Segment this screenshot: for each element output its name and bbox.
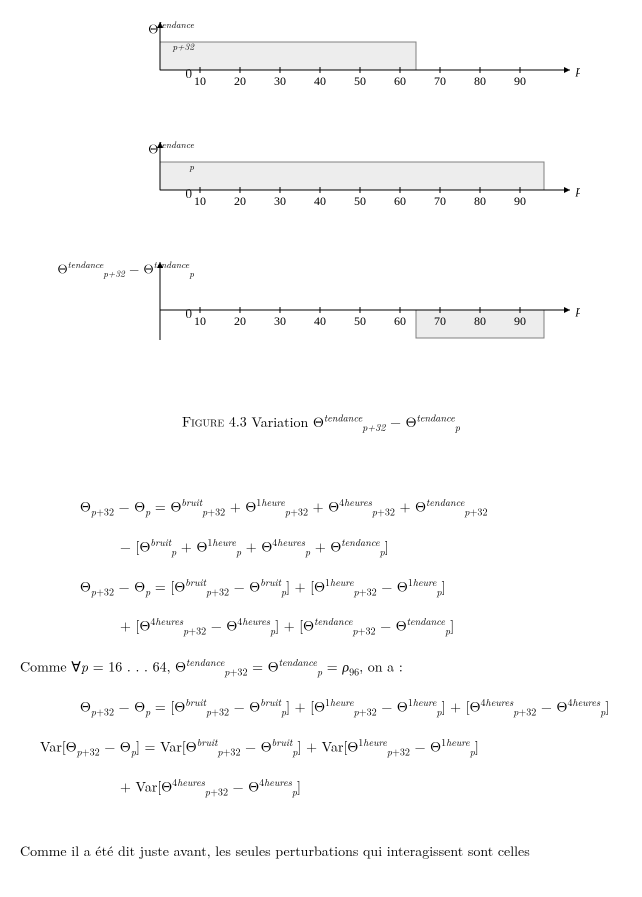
equation-block-2: Θp+32 − Θp = [Θbruitp+32 − Θbruitp] + [Θ…	[20, 693, 622, 800]
x-axis-label: p	[575, 182, 580, 197]
bottom-text: Comme il a été dit juste avant, les seul…	[20, 840, 622, 862]
x-tick-label: 60	[394, 314, 406, 328]
chart-svg: 10 20 30 40 50 60 70 80 90 p	[20, 20, 580, 110]
bar	[160, 162, 544, 190]
equation-line: + [Θ4heuresp+32 − Θ4heuresp] + [Θtendanc…	[20, 612, 622, 640]
chart-svg: 10 20 30 40 50 60 70 80 90 p	[20, 140, 580, 230]
x-tick-label: 80	[474, 74, 486, 88]
equation-line: − [Θbruitp + Θ1heurep + Θ4heuresp + Θten…	[20, 533, 622, 561]
x-tick-label: 30	[274, 194, 286, 208]
x-tick-label: 50	[354, 74, 366, 88]
x-tick-label: 30	[274, 74, 286, 88]
x-axis-label: p	[575, 62, 580, 77]
x-tick-label: 20	[234, 74, 246, 88]
x-tick-label: 20	[234, 194, 246, 208]
caption-text: Variation Θtendancep+32 − Θtendancep	[251, 412, 460, 432]
chart-panel: Θtendancep 010 20 30 40 50 60 70 80 90 p	[20, 140, 622, 230]
caption-label: Figure 4.3	[182, 412, 247, 432]
x-tick-label: 60	[394, 74, 406, 88]
x-tick-label: 50	[354, 314, 366, 328]
x-tick-label: 10	[194, 74, 206, 88]
bar-charts: Θtendancep+320102030405060708090pΘtendan…	[20, 20, 622, 380]
x-tick-label: 60	[394, 194, 406, 208]
x-tick-label: 20	[234, 314, 246, 328]
charts-container: Θtendancep+320102030405060708090pΘtendan…	[20, 20, 622, 380]
x-tick-label: 10	[194, 194, 206, 208]
x-tick-label: 90	[514, 314, 526, 328]
x-tick-label: 10	[194, 314, 206, 328]
x-tick-label: 30	[274, 314, 286, 328]
bar	[160, 42, 416, 70]
y-axis-label: Θtendancep+32	[148, 20, 194, 51]
x-tick-label: 40	[314, 194, 326, 208]
x-tick-label: 50	[354, 194, 366, 208]
equation-line: Var[Θp+32 − Θp] = Var[Θbruitp+32 − Θbrui…	[20, 733, 622, 761]
y-axis-label: Θtendancep	[148, 140, 194, 171]
y-axis-label: Θtendancep+32 − Θtendancep	[58, 260, 194, 278]
x-tick-label: 90	[514, 194, 526, 208]
x-tick-label: 70	[434, 314, 446, 328]
figure-caption: Figure 4.3 Variation Θtendancep+32 − Θte…	[20, 410, 622, 433]
equation-line: + Var[Θ4heuresp+32 − Θ4heuresp]	[20, 773, 622, 801]
zero-label: 0	[186, 63, 193, 82]
between-text: Comme ∀p = 16 . . . 64, Θtendancep+32 = …	[20, 654, 622, 680]
x-tick-label: 70	[434, 194, 446, 208]
equation-line: Θp+32 − Θp = Θbruitp+32 + Θ1heurep+32 + …	[20, 493, 622, 521]
x-tick-label: 90	[514, 74, 526, 88]
zero-label: 0	[186, 303, 193, 322]
chart-panel: Θtendancep+32 010 20 30 40 50 60 70 80 90 p	[20, 20, 622, 110]
x-tick-label: 40	[314, 74, 326, 88]
x-tick-label: 80	[474, 314, 486, 328]
x-tick-label: 80	[474, 194, 486, 208]
x-tick-label: 40	[314, 314, 326, 328]
equation-line: Θp+32 − Θp = [Θbruitp+32 − Θbruitp] + [Θ…	[20, 693, 622, 721]
x-axis-label: p	[575, 302, 580, 317]
x-tick-label: 70	[434, 74, 446, 88]
equation-block-1: Θp+32 − Θp = Θbruitp+32 + Θ1heurep+32 + …	[20, 493, 622, 639]
equation-line: Θp+32 − Θp = [Θbruitp+32 − Θbruitp] + [Θ…	[20, 573, 622, 601]
zero-label: 0	[186, 183, 193, 202]
chart-panel: Θtendancep+32 − Θtendancep 010 20 30 40 50 60 7…	[20, 260, 622, 380]
